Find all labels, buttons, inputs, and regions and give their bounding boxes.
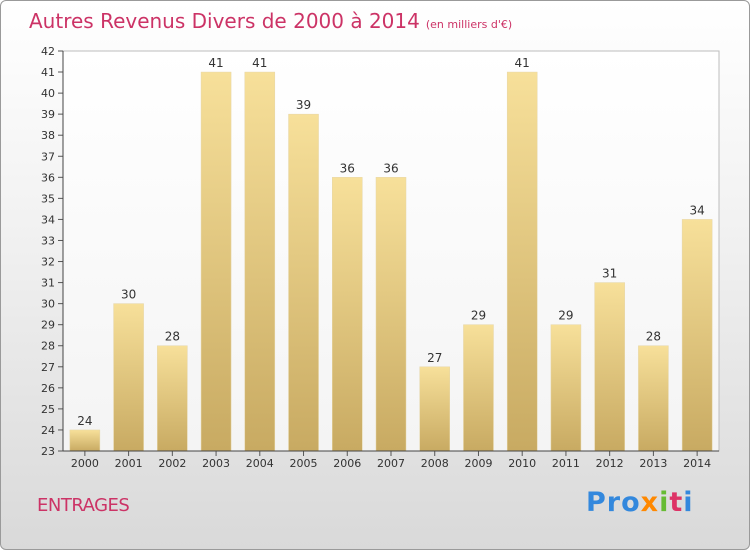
x-tick-label: 2003 — [202, 457, 230, 470]
y-tick-label: 29 — [41, 319, 55, 332]
bar-value-label: 41 — [252, 56, 267, 70]
bar — [594, 282, 625, 452]
bar-value-label: 41 — [515, 56, 530, 70]
bar-value-label: 30 — [121, 288, 136, 302]
y-tick-label: 41 — [41, 66, 55, 79]
x-tick-label: 2000 — [71, 457, 99, 470]
bar-value-label: 27 — [427, 351, 442, 365]
y-tick-label: 33 — [41, 234, 55, 247]
bar — [113, 303, 144, 452]
y-tick-label: 30 — [41, 298, 55, 311]
y-tick-label: 38 — [41, 129, 55, 142]
x-tick-label: 2008 — [421, 457, 449, 470]
bar — [288, 113, 319, 452]
x-tick-label: 2014 — [683, 457, 711, 470]
bar — [506, 71, 538, 452]
y-tick-label: 42 — [41, 45, 55, 58]
bar — [244, 71, 276, 452]
logo-part: t — [669, 487, 684, 518]
bar — [681, 219, 713, 452]
bar-value-label: 34 — [689, 203, 704, 217]
bar-value-label: 28 — [646, 330, 661, 344]
bar — [550, 324, 582, 452]
logo-part: i — [683, 487, 694, 518]
x-tick-label: 2004 — [246, 457, 274, 470]
bar-value-label: 31 — [602, 267, 617, 281]
y-tick-label: 39 — [41, 108, 55, 121]
y-tick-label: 28 — [41, 340, 55, 353]
x-tick-label: 2006 — [333, 457, 361, 470]
proxiti-logo: Proxiti — [586, 487, 694, 518]
bar — [463, 324, 494, 452]
x-tick-label: 2005 — [290, 457, 318, 470]
y-tick-label: 37 — [41, 150, 55, 163]
commune-name: ENTRAGES — [37, 495, 130, 516]
y-tick-label: 27 — [41, 361, 55, 374]
title-block: Autres Revenus Divers de 2000 à 2014 (en … — [29, 9, 512, 33]
logo-part: Pro — [586, 487, 641, 518]
x-tick-label: 2011 — [552, 457, 580, 470]
bar-value-label: 36 — [340, 161, 355, 175]
bar — [69, 429, 101, 452]
x-tick-label: 2001 — [115, 457, 143, 470]
y-tick-label: 32 — [41, 256, 55, 269]
y-tick-label: 34 — [41, 213, 55, 226]
y-tick-label: 35 — [41, 192, 55, 205]
bar-value-label: 39 — [296, 98, 311, 112]
x-tick-label: 2012 — [596, 457, 624, 470]
bar-value-label: 28 — [165, 330, 180, 344]
bar — [200, 71, 232, 452]
x-tick-label: 2002 — [158, 457, 186, 470]
bar — [157, 345, 188, 452]
chart-title: Autres Revenus Divers de 2000 à 2014 — [29, 9, 420, 33]
y-tick-label: 26 — [41, 382, 55, 395]
y-tick-label: 24 — [41, 424, 55, 437]
y-tick-label: 23 — [41, 445, 55, 458]
logo-part: x — [640, 487, 660, 518]
x-tick-label: 2007 — [377, 457, 405, 470]
bar — [375, 177, 407, 452]
bar-value-label: 36 — [383, 161, 398, 175]
bar — [419, 366, 450, 452]
logo-part: i — [659, 487, 670, 518]
bar-value-label: 24 — [77, 414, 92, 428]
x-tick-label: 2009 — [464, 457, 492, 470]
y-tick-label: 36 — [41, 171, 55, 184]
y-tick-label: 25 — [41, 403, 55, 416]
y-tick-label: 31 — [41, 277, 55, 290]
y-tick-label: 40 — [41, 87, 55, 100]
chart-unit: (en milliers d'€) — [425, 18, 513, 31]
bar-value-label: 29 — [471, 309, 486, 323]
bar-value-label: 41 — [208, 56, 223, 70]
x-tick-label: 2010 — [508, 457, 536, 470]
bar — [638, 345, 669, 452]
x-tick-label: 2013 — [639, 457, 667, 470]
bar — [332, 177, 363, 452]
bar-value-label: 29 — [558, 309, 573, 323]
